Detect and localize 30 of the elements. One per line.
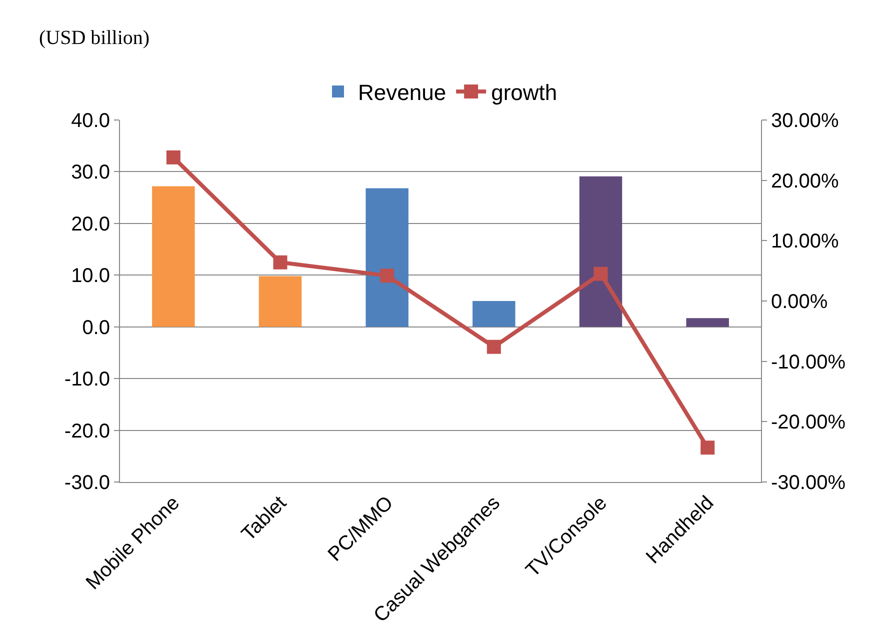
y-tick-label: 0.0 bbox=[82, 316, 110, 339]
bar bbox=[366, 188, 408, 327]
bar bbox=[258, 276, 302, 327]
y-tick-label: 40.0 bbox=[71, 110, 110, 132]
y2-tick-label: -30.00% bbox=[771, 472, 846, 494]
bar bbox=[579, 176, 622, 327]
y-tick-label: -30.0 bbox=[64, 472, 110, 494]
y-axis-title: (USD billion) bbox=[39, 27, 150, 49]
point bbox=[273, 255, 288, 270]
legend-label: Revenue bbox=[358, 80, 446, 106]
bar bbox=[472, 301, 516, 327]
y-tick-label: 10.0 bbox=[71, 265, 110, 288]
y2-tick-label: 0.00% bbox=[771, 291, 828, 313]
y-tick-label: 30.0 bbox=[71, 162, 110, 184]
y2-tick-label: 20.00% bbox=[771, 170, 840, 192]
y2-tick-label: 10.00% bbox=[771, 230, 840, 253]
point bbox=[166, 150, 180, 164]
y2-tick-label: -10.00% bbox=[771, 351, 846, 374]
y-tick-label: 20.0 bbox=[71, 213, 110, 236]
y-tick-label: -10.0 bbox=[64, 368, 110, 391]
point bbox=[486, 340, 501, 354]
bar bbox=[686, 318, 729, 327]
point bbox=[594, 266, 608, 281]
point bbox=[380, 268, 394, 283]
y2-tick-label: -20.00% bbox=[771, 412, 846, 434]
y2-tick-label: 30.00% bbox=[771, 110, 840, 132]
y-tick-label: -20.0 bbox=[64, 420, 110, 442]
bar bbox=[152, 186, 195, 327]
point bbox=[700, 440, 715, 455]
legend-label: growth bbox=[491, 80, 558, 106]
